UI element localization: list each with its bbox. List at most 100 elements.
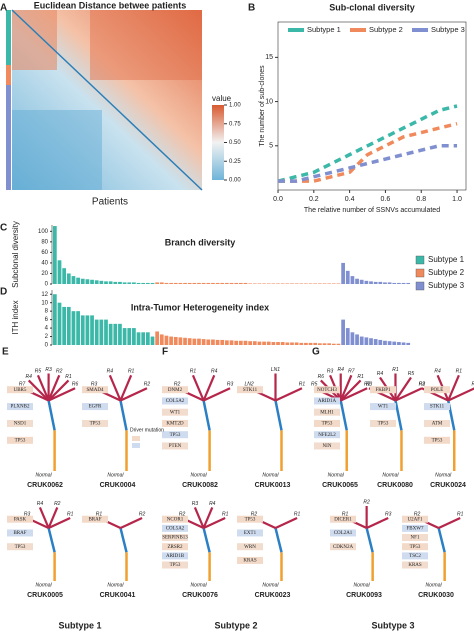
bar	[378, 281, 383, 284]
bar	[225, 340, 229, 345]
region-label: R1	[65, 374, 72, 380]
bar	[238, 340, 243, 345]
panel-letter: A	[0, 3, 7, 14]
region-label: R4	[107, 369, 114, 375]
gene-label: COL5A2	[166, 399, 185, 404]
bar	[243, 282, 248, 284]
gene-label: TP53	[15, 545, 26, 550]
bar	[118, 281, 122, 284]
bar	[206, 339, 211, 345]
bar	[392, 282, 397, 284]
sample-name: CRUK0024	[430, 482, 466, 489]
bar	[397, 342, 401, 345]
bar	[159, 282, 164, 284]
gene-box	[162, 442, 188, 450]
y-tick-label: 5	[269, 143, 273, 150]
gene-box	[7, 529, 33, 537]
branch	[202, 400, 211, 431]
bar	[132, 328, 136, 345]
heatmap-block	[90, 10, 202, 80]
y-tick-label: 8	[45, 309, 49, 315]
y-tick-label: 100	[38, 229, 49, 235]
subclone-branch	[395, 387, 423, 402]
bar	[85, 315, 90, 345]
bar	[57, 302, 62, 345]
bar	[234, 282, 239, 284]
bar	[178, 282, 183, 284]
gene-label: CDKN2A	[333, 545, 354, 550]
gene-label: TP53	[170, 563, 181, 568]
bar	[383, 282, 387, 284]
subclone-branch	[120, 387, 148, 402]
y-tick-label: 4	[45, 326, 49, 332]
bar	[341, 319, 345, 345]
bar	[108, 323, 113, 345]
gene-label: WT1	[170, 410, 181, 415]
normal-label: Normal	[190, 582, 207, 588]
bar	[397, 282, 401, 284]
bar	[53, 226, 57, 284]
subtype-label: Subtype 3	[371, 620, 414, 630]
bar	[327, 283, 332, 284]
region-label: R1	[342, 511, 349, 517]
y-tick-label: 10	[41, 300, 48, 306]
bar	[215, 282, 220, 284]
bar	[90, 315, 94, 345]
gene-box	[424, 386, 450, 394]
region-label: R1	[128, 369, 135, 375]
gene-box	[162, 431, 188, 439]
normal-label: Normal	[354, 582, 371, 588]
bar	[257, 341, 262, 345]
gene-box	[314, 386, 340, 394]
bar	[132, 282, 136, 284]
gene-label: POLE	[431, 388, 444, 393]
subclone-branch	[47, 507, 59, 529]
region-label: R4	[338, 367, 345, 373]
normal-label: Normal	[190, 472, 207, 478]
bar	[406, 282, 411, 284]
panel-letter: D	[0, 287, 7, 298]
region-label: R1	[457, 511, 464, 517]
subclone-branch	[394, 376, 412, 402]
sample-name: CRUK0076	[182, 592, 218, 599]
gene-box	[162, 515, 188, 523]
gene-box	[7, 436, 33, 444]
bar	[322, 283, 327, 284]
region-label: R4	[209, 501, 216, 507]
bar	[364, 280, 369, 284]
colorbar-tick-label: 0.25	[229, 159, 241, 165]
normal-label: Normal	[426, 582, 443, 588]
gene-label: TP53	[432, 438, 443, 443]
gene-box	[402, 524, 428, 532]
bar	[145, 332, 150, 345]
subclone-branch	[339, 374, 353, 401]
bar	[248, 341, 252, 345]
subtype-label: Subtype 1	[58, 620, 101, 630]
gene-box	[330, 543, 356, 551]
gene-box	[330, 515, 356, 523]
gene-label: EXT1	[244, 531, 257, 536]
bar	[387, 282, 392, 284]
y-tick-label: 40	[41, 261, 48, 267]
bar	[201, 282, 206, 284]
region-label: R1	[190, 369, 197, 375]
region-label: LN1	[271, 367, 280, 373]
driver-legend: Driver mutation	[130, 427, 164, 433]
bar	[71, 311, 76, 345]
bar	[192, 282, 197, 284]
gene-box	[7, 419, 33, 427]
branch	[47, 527, 56, 553]
bar	[271, 342, 276, 345]
gene-box	[237, 556, 263, 564]
region-label: LN2	[244, 382, 253, 388]
region-label: R1	[299, 382, 306, 388]
bar	[150, 282, 155, 284]
y-axis-label: ITH index	[11, 300, 20, 334]
bar	[308, 342, 313, 345]
bar	[211, 282, 215, 284]
gene-label: KRAS	[243, 559, 257, 564]
x-tick-label: 1.0	[452, 196, 462, 203]
subclone-branch	[203, 387, 231, 402]
gene-label: TP53	[322, 422, 333, 427]
gene-box	[162, 408, 188, 416]
